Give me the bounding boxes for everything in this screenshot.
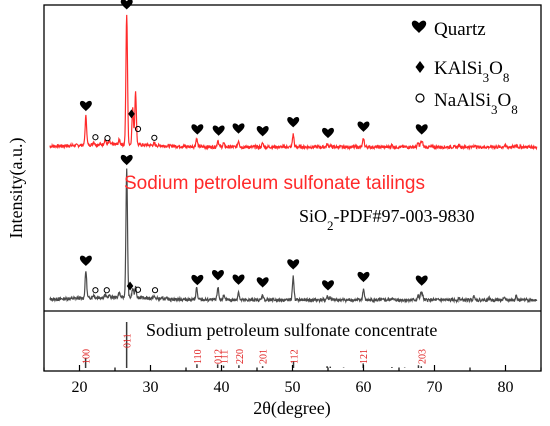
x-tick-label: 20: [72, 379, 88, 396]
kalsi3o8-marker-icon: [128, 109, 135, 119]
concentrate-series-line: [49, 168, 538, 304]
x-axis: 20 30 40 50 60 70 80: [43, 365, 542, 396]
hkl-label: 011: [123, 333, 134, 348]
hkl-label: 201: [259, 349, 270, 364]
x-tick-label: 30: [143, 379, 159, 396]
quartz-marker-icon: [211, 270, 224, 281]
quartz-marker-icon: [191, 274, 204, 286]
quartz-marker-icon: [415, 275, 428, 286]
quartz-marker-icon: [357, 271, 370, 283]
tailings-label: Sodium petroleum sulfonate tailings: [124, 173, 425, 194]
quartz-marker-icon: [322, 280, 334, 291]
x-tick-label: 80: [498, 379, 514, 396]
naalsi3o8-marker-icon: [103, 287, 110, 294]
legend-naalsi3o8-label: NaAlSi3O8: [434, 90, 518, 117]
kalsi3o8-marker-icon: [126, 281, 134, 291]
quartz-marker-icon: [120, 0, 133, 10]
x-tick-label: 40: [214, 379, 230, 396]
reference-label: SiO2-PDF#97-003-9830: [299, 206, 475, 233]
quartz-marker-icon: [357, 121, 370, 132]
quartz-marker-icon: [79, 255, 92, 266]
legend-circle-icon: [415, 93, 425, 103]
legend-diamond-icon: [415, 61, 425, 73]
quartz-marker-icon: [415, 124, 428, 135]
quartz-marker-icon: [322, 127, 334, 139]
legend: Quartz KAlSi3O8 NaAlSi3O8: [411, 19, 518, 117]
concentrate-label: Sodium petroleum sulfonate concentrate: [146, 320, 437, 340]
hkl-label: 111: [220, 350, 231, 364]
hkl-label: 121: [359, 349, 370, 364]
x-axis-label: 2θ(degree): [253, 398, 331, 419]
naalsi3o8-marker-icon: [134, 125, 142, 133]
x-tick-label: 50: [285, 379, 301, 396]
naalsi3o8-marker-icon: [151, 287, 159, 294]
naalsi3o8-marker-icon: [134, 286, 142, 293]
hkl-label: 100: [82, 349, 93, 364]
quartz-marker-icon: [191, 124, 204, 135]
hkl-label: 110: [193, 349, 204, 364]
quartz-marker-icon: [232, 123, 245, 134]
quartz-marker-icon: [212, 125, 225, 136]
x-tick-label: 60: [356, 379, 372, 396]
hkl-label: 012: [214, 349, 225, 364]
x-tick-label: 70: [427, 379, 443, 396]
naalsi3o8-marker-icon: [104, 135, 111, 142]
hkl-label: 112: [289, 349, 300, 364]
legend-quartz-label: Quartz: [434, 19, 486, 40]
tailings-series-line: [49, 14, 538, 151]
legend-kalsi3o8-label: KAlSi3O8: [434, 58, 509, 85]
phase-markers: [79, 0, 428, 294]
naalsi3o8-marker-icon: [151, 134, 158, 141]
legend-heart-icon: [411, 20, 427, 33]
quartz-marker-icon: [256, 126, 269, 137]
quartz-marker-icon: [232, 274, 245, 285]
naalsi3o8-marker-icon: [92, 287, 99, 294]
naalsi3o8-marker-icon: [92, 134, 99, 141]
quartz-marker-icon: [287, 117, 300, 128]
quartz-marker-icon: [256, 277, 269, 288]
hkl-label: 203: [417, 349, 428, 364]
quartz-marker-icon: [287, 259, 300, 270]
quartz-marker-icon: [120, 154, 133, 166]
hkl-label: 220: [235, 349, 246, 364]
y-axis-label: Intensity(a.u.): [6, 138, 27, 239]
quartz-marker-icon: [79, 100, 92, 112]
